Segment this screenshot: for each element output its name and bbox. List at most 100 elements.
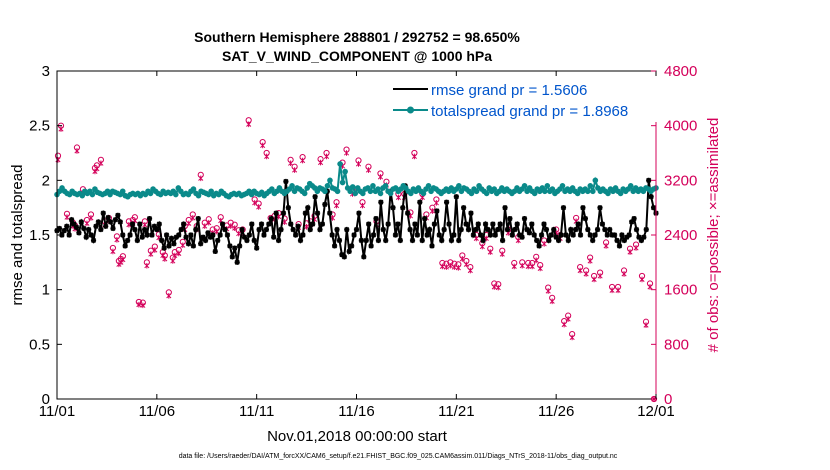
rmse-point	[146, 216, 153, 222]
rmse-point	[171, 241, 177, 247]
rmse-point	[626, 232, 632, 238]
obs-assimilated-point	[455, 265, 461, 271]
chart-title-line2: SAT_V_WIND_COMPONENT @ 1000 hPa	[222, 48, 492, 64]
spread-point	[304, 185, 311, 191]
rmse-point	[317, 226, 323, 233]
obs-assimilated-point	[170, 258, 176, 264]
obs-assimilated-point	[491, 284, 497, 290]
rmse-point	[565, 237, 571, 244]
rmse-point	[424, 232, 430, 238]
obs-assimilated-point	[58, 126, 64, 132]
rmse-point	[93, 223, 99, 229]
rmse-point	[507, 216, 513, 222]
rmse-point	[341, 254, 347, 260]
rmse-point	[643, 226, 649, 233]
rmse-point	[71, 221, 77, 227]
obs-assimilated-point	[429, 208, 435, 214]
spread-point	[375, 186, 381, 192]
rmse-point	[646, 177, 652, 183]
x-tick-label: 12/01	[637, 403, 675, 420]
y2-tick-label: 0	[664, 391, 672, 408]
obs-assimilated-point	[443, 264, 449, 270]
obs-assimilated-point	[487, 249, 493, 255]
rmse-point	[405, 210, 411, 216]
spread-point	[195, 192, 202, 199]
rmse-point	[297, 237, 304, 244]
rmse-point	[159, 237, 165, 244]
spread-point	[408, 190, 414, 197]
rmse-point	[168, 235, 175, 241]
obs-assimilated-point	[162, 256, 168, 262]
obs-assimilated-point	[114, 236, 120, 243]
rmse-point	[604, 232, 610, 238]
rmse-point	[83, 234, 89, 240]
obs-assimilated-point	[609, 287, 615, 294]
rmse-point	[103, 223, 109, 229]
rmse-point	[134, 237, 140, 244]
rmse-point	[198, 241, 204, 247]
rmse-point	[375, 237, 382, 244]
rmse-point	[56, 225, 63, 232]
rmse-point	[612, 232, 618, 238]
x-tick-label: 11/01	[39, 403, 75, 420]
rmse-point	[468, 210, 474, 216]
rmse-point	[419, 237, 425, 244]
rmse-point	[81, 225, 87, 232]
spread-point	[559, 183, 566, 189]
obs-assimilated-point	[587, 258, 593, 264]
rmse-point	[154, 226, 160, 233]
rmse-point	[344, 226, 350, 233]
x-tick-label: 11/26	[538, 403, 574, 420]
rmse-point	[120, 232, 126, 238]
spread-point	[468, 190, 475, 197]
rmse-point	[492, 232, 498, 238]
rmse-point	[127, 232, 133, 238]
y2-tick-label: 2400	[664, 227, 697, 244]
rmse-point	[312, 194, 318, 200]
rmse-point	[166, 243, 172, 249]
rmse-point	[110, 225, 116, 232]
chart-title-line1: Southern Hemisphere 288801 / 292752 = 98…	[194, 29, 520, 45]
rmse-point	[512, 226, 518, 233]
spread-point	[172, 191, 179, 198]
rmse-point	[380, 226, 386, 233]
rmse-point	[624, 234, 630, 240]
rmse-point	[322, 201, 328, 207]
rmse-point	[176, 232, 182, 238]
y-tick-label: 2.5	[29, 118, 50, 135]
rmse-point	[426, 226, 433, 233]
obs-assimilated-point	[643, 322, 649, 328]
y2-tick-label: 4800	[664, 63, 697, 80]
rmse-point	[278, 226, 284, 233]
rmse-point	[64, 223, 70, 229]
spread-point	[79, 192, 86, 199]
rmse-point	[517, 232, 523, 238]
rmse-point	[178, 226, 184, 233]
obs-markers	[54, 106, 658, 403]
spread-point	[531, 190, 538, 197]
rmse-point	[458, 226, 464, 233]
rmse-point	[497, 221, 503, 227]
rmse-point	[232, 245, 238, 251]
obs-assimilated-point	[190, 215, 196, 221]
rmse-point	[280, 210, 287, 216]
rmse-point	[482, 221, 489, 227]
y2-tick-label: 3200	[664, 172, 697, 189]
obs-assimilated-point	[110, 248, 116, 255]
rmse-point	[490, 221, 496, 227]
rmse-point	[239, 226, 245, 233]
obs-assimilated-point	[621, 271, 627, 277]
rmse-point	[638, 237, 644, 244]
rmse-point	[599, 221, 606, 227]
series-lines	[54, 161, 659, 265]
legend-spread-marker	[407, 106, 414, 114]
spread-point	[549, 186, 556, 192]
obs-assimilated-point	[433, 200, 439, 206]
rmse-point	[521, 216, 528, 222]
y-axis-label: rmse and totalspread	[9, 165, 26, 306]
spread-point	[473, 188, 480, 195]
rmse-point	[536, 243, 542, 249]
rmse-point	[465, 226, 472, 233]
obs-assimilated-point	[118, 259, 124, 266]
